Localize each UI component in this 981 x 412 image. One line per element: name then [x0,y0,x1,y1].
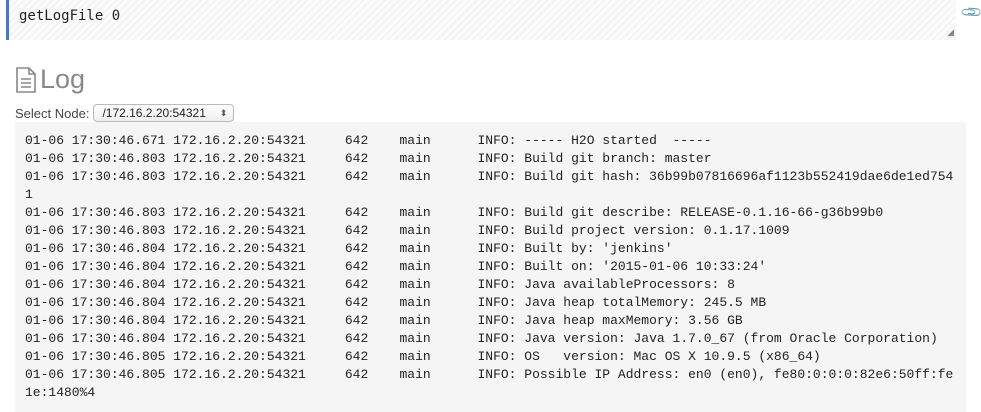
log-line: 01-06 17:30:46.803 172.16.2.20:54321 642… [25,169,954,202]
document-icon [16,66,36,93]
command-text[interactable]: getLogFile 0 [19,8,121,24]
log-line: 01-06 17:30:46.805 172.16.2.20:54321 642… [25,367,954,400]
log-line: 01-06 17:30:46.804 172.16.2.20:54321 642… [25,277,735,292]
log-line: 01-06 17:30:46.803 172.16.2.20:54321 642… [25,205,884,220]
log-line: 01-06 17:30:46.804 172.16.2.20:54321 642… [25,295,767,310]
node-select-value: /172.16.2.20:54321 [102,106,206,120]
log-line: 01-06 17:30:46.805 172.16.2.20:54321 642… [25,349,821,364]
resize-grip-icon[interactable]: ◢ [947,27,954,37]
log-output: 01-06 17:30:46.671 172.16.2.20:54321 642… [15,122,966,412]
command-cell[interactable]: getLogFile 0 ◢ [6,0,956,40]
log-line: 01-06 17:30:46.803 172.16.2.20:54321 642… [25,223,790,238]
paperclip-icon[interactable]: 📎 [959,0,981,24]
node-select-label: Select Node: [15,105,90,121]
log-line: 01-06 17:30:46.804 172.16.2.20:54321 642… [25,259,767,274]
log-line: 01-06 17:30:46.804 172.16.2.20:54321 642… [25,313,743,328]
log-line: 01-06 17:30:46.804 172.16.2.20:54321 642… [25,241,673,256]
node-select[interactable]: /172.16.2.20:54321 ⬍ [93,104,235,122]
title-text: Log [40,64,86,94]
log-line: 01-06 17:30:46.803 172.16.2.20:54321 642… [25,151,712,166]
select-arrows-icon: ⬍ [219,108,228,118]
log-line: 01-06 17:30:46.804 172.16.2.20:54321 642… [25,331,938,346]
log-line: 01-06 17:30:46.671 172.16.2.20:54321 642… [25,133,712,148]
page-title: Log [16,64,85,95]
node-selector: Select Node: /172.16.2.20:54321 ⬍ [15,104,235,122]
